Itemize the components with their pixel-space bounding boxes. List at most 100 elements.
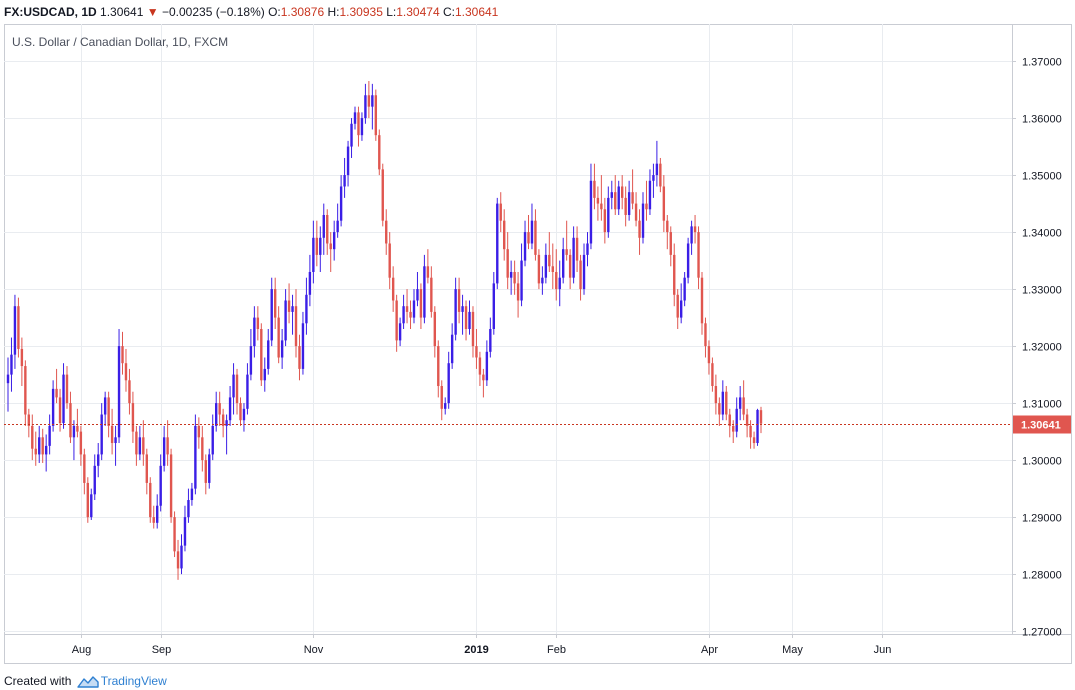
candle — [149, 477, 152, 523]
candle-body — [190, 488, 194, 501]
tradingview-brand[interactable]: TradingView — [100, 674, 167, 688]
candle-body — [246, 374, 249, 409]
candle-body — [447, 363, 450, 404]
candle — [301, 311, 305, 375]
candle — [638, 209, 641, 255]
candle — [627, 180, 631, 221]
candle — [614, 175, 617, 215]
candle — [326, 209, 329, 255]
candle — [277, 306, 280, 364]
candle-body — [312, 237, 315, 272]
price-axis[interactable]: 1.27000 1.28000 1.29000 1.30000 1.31000 1.320… — [1012, 57, 1071, 639]
down-arrow-icon: ▼ — [146, 5, 159, 19]
candle-body — [631, 192, 634, 204]
candle-body — [69, 403, 72, 438]
candle-body — [232, 374, 235, 398]
price-tick-label: 1.34000 — [1022, 228, 1062, 240]
candle-body — [103, 397, 107, 415]
candle-body — [13, 306, 17, 355]
candle — [589, 163, 593, 250]
candle-body — [645, 203, 648, 210]
candle-body — [725, 391, 728, 415]
candle-body — [149, 482, 152, 518]
candle — [666, 214, 669, 250]
candle-body — [173, 517, 176, 552]
candle — [659, 157, 662, 193]
candle — [641, 192, 645, 244]
candle — [603, 197, 607, 244]
candle — [437, 340, 440, 398]
candle — [280, 329, 284, 369]
candle — [329, 232, 332, 272]
candle-body — [27, 414, 31, 426]
candle — [197, 417, 201, 449]
candle-body — [437, 346, 440, 387]
candle-body — [114, 437, 117, 444]
candle — [183, 505, 187, 552]
candle-body — [600, 203, 603, 210]
candle-body — [614, 192, 617, 210]
candle-body — [714, 386, 718, 404]
candle — [305, 277, 308, 335]
candle — [142, 420, 145, 466]
candle — [228, 386, 232, 426]
candle-body — [38, 437, 41, 455]
candle — [69, 391, 72, 444]
candle — [745, 408, 749, 438]
candle — [190, 482, 194, 506]
candle — [690, 220, 693, 255]
time-axis[interactable]: Aug Sep Nov 2019 Feb Apr May Jun — [72, 634, 892, 656]
candle-body — [541, 277, 544, 284]
candle — [332, 220, 336, 261]
candle-body — [683, 277, 686, 301]
candle — [655, 140, 659, 187]
candle-body — [520, 260, 523, 301]
candle — [385, 209, 388, 255]
candle-body — [378, 135, 381, 170]
tradingview-logo-icon[interactable] — [77, 675, 99, 689]
candle — [51, 380, 55, 432]
chart-area[interactable]: 1.27000 1.28000 1.29000 1.30000 1.31000 1.320… — [4, 24, 1072, 664]
candle-body — [620, 186, 624, 198]
candle-body — [239, 403, 242, 421]
candle — [742, 380, 745, 421]
candle — [343, 157, 346, 198]
candle — [17, 297, 20, 358]
candle — [461, 294, 464, 335]
candle — [620, 175, 624, 210]
candle — [187, 488, 190, 523]
candle-body — [371, 95, 374, 107]
candle — [38, 425, 41, 463]
candle-body — [218, 403, 221, 415]
candle-body — [659, 163, 662, 187]
candle-body — [107, 397, 110, 426]
candle — [44, 434, 48, 472]
low-label: L: — [386, 5, 397, 19]
candle-body — [530, 220, 534, 244]
candle-body — [395, 300, 398, 341]
candle — [208, 448, 211, 489]
candle — [20, 337, 24, 387]
price-tick-label: 1.33000 — [1022, 285, 1062, 297]
candle — [721, 380, 725, 421]
candle-body — [381, 169, 384, 221]
candle — [145, 448, 148, 495]
candlestick-chart[interactable]: 1.27000 1.28000 1.29000 1.30000 1.31000 1.320… — [4, 24, 1072, 664]
candle — [572, 226, 575, 284]
time-tick-label: Apr — [701, 644, 718, 656]
candle — [617, 180, 620, 215]
candle — [568, 249, 572, 290]
candle-body — [145, 454, 148, 483]
candle-body — [513, 271, 516, 284]
candle — [405, 289, 409, 324]
candle-body — [124, 363, 128, 381]
candle — [117, 329, 121, 444]
candle — [544, 243, 548, 284]
candle-body — [593, 180, 596, 198]
candle — [718, 397, 721, 426]
candle — [676, 289, 679, 329]
candle — [527, 214, 530, 250]
candle — [631, 169, 634, 210]
candle-body — [471, 311, 475, 347]
candle — [485, 340, 489, 387]
